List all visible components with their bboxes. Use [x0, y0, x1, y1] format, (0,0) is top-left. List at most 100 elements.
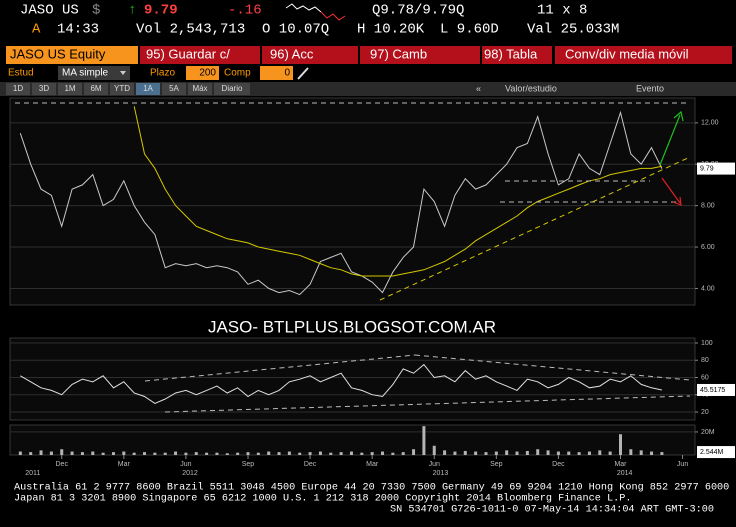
button-label: 97) Camb	[370, 46, 427, 61]
bar	[660, 452, 664, 455]
bar	[184, 452, 188, 455]
time: 14:33	[57, 22, 99, 38]
footer-line: SN 534701 G726-1011-0 07-May-14 14:34:04…	[390, 505, 714, 516]
bar	[298, 452, 302, 455]
bar	[453, 451, 457, 455]
tab-label: 3D	[39, 84, 49, 93]
bar	[639, 450, 643, 455]
x-tick-label: Jun	[677, 461, 688, 468]
comp-label: Comp	[224, 68, 251, 79]
value-box	[697, 162, 735, 175]
watermark: JASO- BTLPLUS.BLOGSOT.COM.AR	[208, 317, 496, 336]
button[interactable]	[482, 46, 552, 64]
period: 200	[199, 68, 216, 79]
y-tick-label: 100	[701, 340, 713, 347]
tab[interactable]	[214, 83, 250, 95]
bar	[174, 451, 178, 455]
x-tick-label: Sep	[490, 461, 503, 468]
bar	[505, 450, 509, 455]
year-label: 2011	[25, 470, 40, 477]
right-tab[interactable]: Evento	[636, 83, 664, 93]
button-label: 98) Tabla	[484, 46, 538, 61]
study-type: MA simple	[62, 68, 109, 79]
button[interactable]	[360, 46, 480, 64]
value-label: 45.5175	[700, 387, 725, 394]
x-tick-label: Dec	[56, 461, 69, 468]
bar	[556, 451, 560, 455]
bar	[401, 452, 405, 455]
line	[133, 106, 662, 277]
button[interactable]	[262, 46, 358, 64]
trendline	[164, 395, 691, 413]
footer-line: Japan 81 3 3201 8900 Singapore 65 6212 1…	[14, 493, 631, 505]
footer: Australia 61 2 9777 8600 Brazil 5511 304…	[14, 482, 729, 516]
tab[interactable]	[6, 83, 30, 95]
x-tick-label: Mar	[614, 461, 627, 468]
value-label: 2.544M	[700, 449, 724, 456]
size: 11 x 8	[537, 3, 587, 19]
study-dropdown[interactable]	[58, 66, 130, 80]
button-label: Conv/div media móvil	[565, 46, 689, 61]
right-tab[interactable]: Valor/estudio	[505, 83, 557, 93]
bar	[101, 452, 105, 455]
tab-label: 6M	[90, 84, 101, 93]
bar	[205, 452, 209, 455]
bar	[608, 451, 612, 455]
year-label: 2012	[182, 470, 198, 477]
bar	[308, 452, 312, 455]
comp: 0	[284, 68, 290, 79]
bar	[18, 451, 22, 455]
bar	[70, 451, 74, 455]
button[interactable]	[140, 46, 260, 64]
bar	[536, 449, 540, 455]
tabs: 1D 3D 1M 6M YTD 1A 5A Máx Diario	[6, 83, 250, 95]
high: H 10.20K	[357, 22, 425, 38]
period-box[interactable]	[186, 66, 219, 80]
bar	[629, 449, 633, 455]
button[interactable]	[555, 46, 732, 64]
x-tick-label: Mar	[118, 461, 131, 468]
bar	[370, 452, 374, 455]
tab-label: 5A	[169, 84, 179, 93]
bar	[587, 451, 591, 455]
period-label: Plazo	[150, 68, 175, 79]
tab-label: Máx	[192, 84, 207, 93]
tab[interactable]	[162, 83, 186, 95]
line	[19, 110, 663, 296]
bar	[577, 452, 581, 455]
trendline	[414, 354, 691, 381]
tab-label: YTD	[114, 84, 130, 93]
plots: 4.006.008.0010.0012.009.792040608010045.…	[9, 97, 735, 477]
tab[interactable]	[188, 83, 212, 95]
quote: Q9.78/9.79Q	[372, 3, 464, 19]
tab[interactable]	[32, 83, 56, 95]
scroll-icon[interactable]: «	[476, 83, 481, 93]
bar	[318, 451, 322, 455]
bar	[339, 452, 343, 455]
study-row: Estud MA simple Plazo 200 Comp 0	[8, 66, 309, 80]
open: O 10.07Q	[262, 22, 329, 38]
bar	[618, 434, 622, 455]
tab[interactable]	[136, 83, 160, 95]
footer-line: Australia 61 2 9777 8600 Brazil 5511 304…	[14, 482, 729, 494]
header: JASO US $ ↑ 9.79 -.16 Q9.78/9.79Q 11 x 8…	[20, 3, 619, 38]
tab[interactable]	[110, 83, 134, 95]
bar	[111, 452, 115, 455]
security-box[interactable]	[6, 46, 138, 64]
y-tick-label: 20M	[701, 429, 715, 436]
value-box	[697, 446, 735, 459]
bar	[246, 452, 250, 455]
bar	[49, 451, 53, 455]
bar	[484, 452, 488, 455]
comp-box[interactable]	[260, 66, 293, 80]
low: L 9.60D	[440, 22, 499, 38]
up-arrow: ↑	[128, 3, 136, 19]
bar	[60, 449, 64, 455]
y-tick-label: 80	[701, 357, 709, 364]
pencil-icon[interactable]	[297, 67, 309, 80]
tab[interactable]	[58, 83, 82, 95]
tab[interactable]	[84, 83, 108, 95]
bar	[80, 452, 84, 455]
